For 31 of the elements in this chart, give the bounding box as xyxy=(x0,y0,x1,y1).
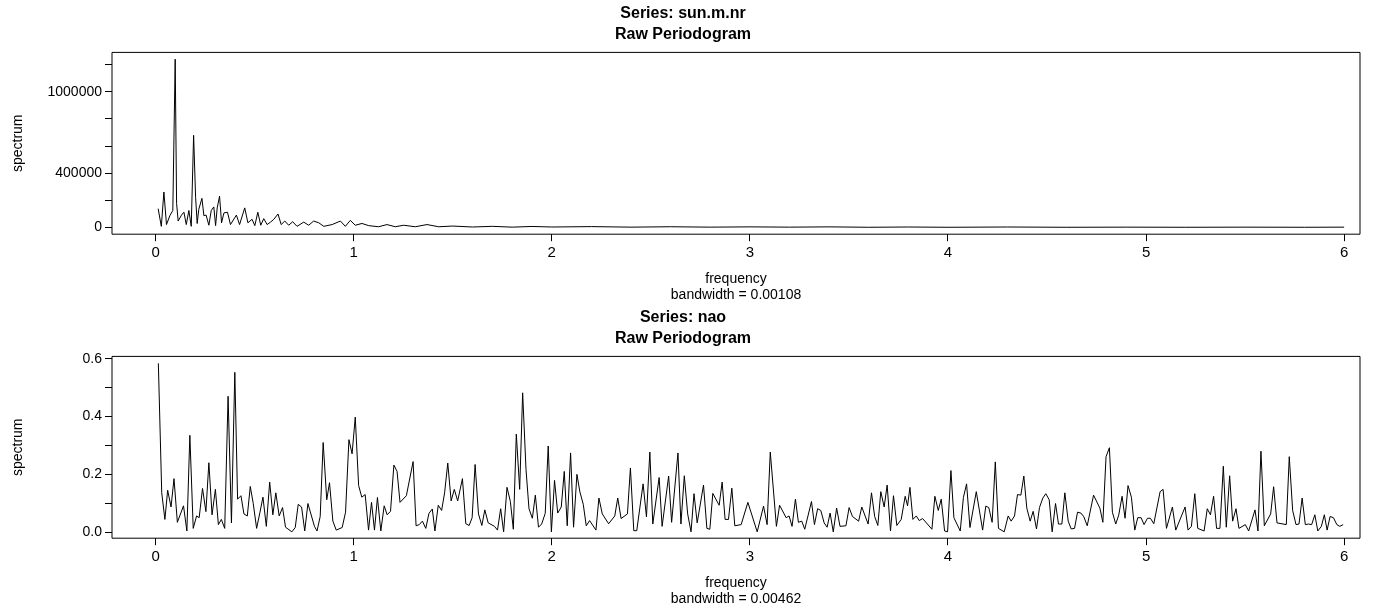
x-axis-title: frequency xyxy=(705,270,767,287)
x-tick-label: 5 xyxy=(1141,547,1151,565)
y-tick-label: 0.4 xyxy=(82,407,103,424)
x-tick-label: 4 xyxy=(943,243,953,261)
y-axis-title: spectrum xyxy=(9,418,26,477)
x-tick-label: 1 xyxy=(349,547,358,565)
chart-subtitle: Raw Periodogram xyxy=(614,329,752,347)
chart-title: Series: nao xyxy=(639,308,727,326)
x-tick-label: 6 xyxy=(1339,547,1349,565)
y-tick-label: 0 xyxy=(94,218,103,235)
x-axis-title: frequency xyxy=(705,574,767,591)
y-tick-label: 1000000 xyxy=(47,82,103,99)
text: bandwidth = 0.00108 xyxy=(670,285,802,302)
x-tick-label: 6 xyxy=(1339,243,1349,261)
chart-subtitle: Raw Periodogram xyxy=(614,25,752,43)
y-tick-label: 0.2 xyxy=(82,465,103,482)
y-tick-label: 0.6 xyxy=(82,349,103,366)
y-tick-label: 0.0 xyxy=(82,522,103,539)
x-tick-label: 0 xyxy=(151,547,160,565)
text: bandwidth = 0.00462 xyxy=(670,589,802,606)
x-tick-label: 4 xyxy=(943,547,953,565)
x-tick-label: 3 xyxy=(745,243,755,261)
x-tick-label: 5 xyxy=(1141,243,1151,261)
y-axis-title: spectrum xyxy=(9,114,26,173)
x-tick-label: 2 xyxy=(547,243,556,261)
x-tick-label: 2 xyxy=(547,547,556,565)
x-tick-label: 3 xyxy=(745,547,755,565)
chart-title: Series: sun.m.nr xyxy=(620,4,746,22)
x-tick-label: 1 xyxy=(349,243,358,261)
x-tick-label: 0 xyxy=(151,243,160,261)
y-tick-label: 400000 xyxy=(55,164,103,181)
